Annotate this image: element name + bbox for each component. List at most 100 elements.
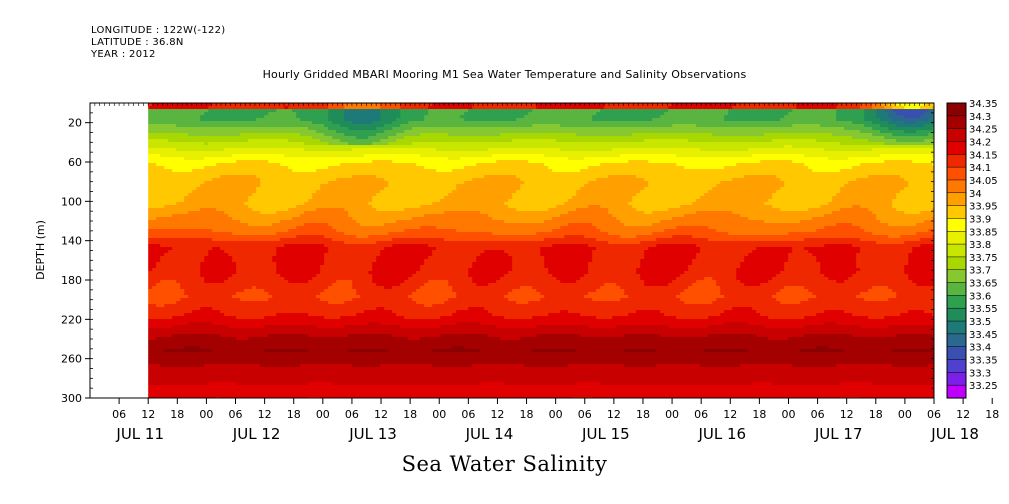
salinity-cell [204,292,209,296]
salinity-cell [164,223,169,227]
salinity-cell [296,160,301,164]
salinity-cell [184,325,189,329]
salinity-cell [232,259,237,263]
salinity-cell [148,358,153,362]
salinity-cell [172,331,177,335]
salinity-cell [236,271,241,275]
salinity-cell [212,115,217,119]
salinity-cell [300,274,305,278]
salinity-cell [260,277,265,281]
salinity-cell [272,274,277,278]
salinity-cell [176,394,181,398]
salinity-cell [148,307,153,311]
salinity-cell [168,106,173,110]
salinity-cell [188,139,193,143]
salinity-cell [248,322,253,326]
salinity-cell [188,196,193,200]
salinity-cell [348,187,353,191]
salinity-cell [168,388,173,392]
salinity-cell [280,367,285,371]
salinity-cell [272,259,277,263]
salinity-cell [304,106,309,110]
salinity-cell [268,361,273,365]
salinity-cell [280,235,285,239]
salinity-cell [192,127,197,131]
salinity-cell [304,244,309,248]
salinity-cell [188,208,193,212]
salinity-cell [216,280,221,284]
salinity-cell [196,244,201,248]
salinity-cell [216,178,221,182]
salinity-cell [256,139,261,143]
salinity-cell [332,355,337,359]
salinity-cell [152,334,157,338]
salinity-cell [232,118,237,122]
salinity-cell [152,139,157,143]
salinity-cell [216,160,221,164]
salinity-cell [188,295,193,299]
salinity-cell [260,295,265,299]
salinity-cell [344,151,349,155]
salinity-cell [196,253,201,257]
salinity-cell [236,340,241,344]
salinity-cell [164,238,169,242]
salinity-cell [152,271,157,275]
salinity-cell [156,244,161,248]
salinity-cell [240,352,245,356]
salinity-cell [176,367,181,371]
salinity-cell [164,139,169,143]
salinity-cell [324,142,329,146]
salinity-cell [244,382,249,386]
salinity-cell [216,169,221,173]
salinity-cell [296,358,301,362]
salinity-cell [236,229,241,233]
salinity-cell [168,139,173,143]
salinity-cell [232,121,237,125]
salinity-cell [208,361,213,365]
salinity-cell [316,109,321,113]
salinity-cell [284,376,289,380]
salinity-cell [240,232,245,236]
salinity-cell [232,148,237,152]
salinity-cell [180,367,185,371]
salinity-cell [268,322,273,326]
salinity-cell [196,202,201,206]
salinity-cell [200,343,205,347]
salinity-cell [304,265,309,269]
salinity-cell [252,271,257,275]
salinity-cell [244,349,249,353]
salinity-cell [324,232,329,236]
salinity-cell [244,142,249,146]
salinity-cell [224,220,229,224]
salinity-cell [332,304,337,308]
salinity-cell [288,373,293,377]
salinity-cell [324,115,329,119]
salinity-cell [156,352,161,356]
salinity-cell [188,316,193,320]
salinity-cell [212,160,217,164]
salinity-cell [204,346,209,350]
salinity-cell [256,376,261,380]
salinity-cell [156,382,161,386]
salinity-cell [220,313,225,317]
salinity-cell [344,358,349,362]
salinity-cell [216,181,221,185]
salinity-cell [300,355,305,359]
salinity-cell [148,373,153,377]
salinity-cell [316,136,321,140]
salinity-cell [216,319,221,323]
salinity-cell [252,187,257,191]
salinity-cell [240,277,245,281]
salinity-cell [196,175,201,179]
salinity-cell [196,352,201,356]
salinity-cell [264,265,269,269]
salinity-cell [200,238,205,242]
salinity-cell [328,280,333,284]
salinity-cell [152,376,157,380]
salinity-cell [300,247,305,251]
salinity-cell [224,259,229,263]
salinity-cell [240,250,245,254]
salinity-cell [244,379,249,383]
salinity-cell [236,376,241,380]
salinity-cell [268,175,273,179]
